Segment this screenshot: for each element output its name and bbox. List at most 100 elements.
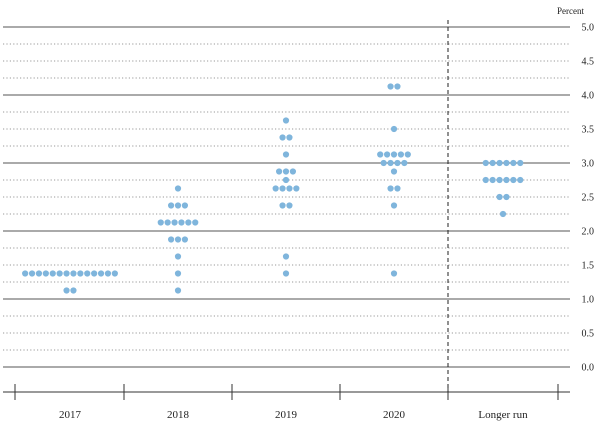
y-tick-label: 4.0 [582, 91, 595, 102]
dot-marker [279, 202, 286, 209]
dot-marker [394, 185, 401, 192]
x-category-label: 2020 [383, 409, 406, 421]
dot-marker [174, 236, 182, 243]
y-tick-label: 4.5 [582, 57, 595, 68]
dot-marker [77, 270, 84, 277]
dot-marker [174, 270, 182, 277]
x-category-labels: 2017 2018 2019 2020 Longer run [59, 409, 528, 421]
dot-marker [503, 176, 510, 184]
x-category-label: 2018 [167, 409, 190, 421]
dot-marker [390, 168, 398, 175]
dot-marker [42, 270, 49, 277]
y-tick-label: 2.5 [582, 193, 595, 204]
dot-marker [397, 151, 404, 158]
dot-marker [168, 202, 175, 209]
dot-marker [282, 168, 290, 175]
dot-marker [390, 202, 398, 209]
dot-marker [496, 159, 503, 167]
dot-marker [97, 270, 105, 277]
dot-marker [387, 185, 394, 192]
dot-marker [503, 159, 510, 167]
dot-marker [289, 168, 296, 175]
dot-marker [279, 134, 286, 141]
dot-marker [482, 159, 489, 167]
dot-marker [390, 151, 398, 158]
dot-marker [174, 253, 182, 260]
dot-marker [387, 83, 394, 90]
dot-marker [28, 270, 36, 277]
dot-marker [510, 159, 517, 167]
dot-marker [503, 193, 510, 201]
dot-marker [49, 270, 56, 277]
dot-marker [279, 185, 286, 192]
dot-marker [517, 176, 524, 184]
dot-marker [286, 134, 293, 141]
dot-marker [384, 151, 391, 158]
dot-marker [282, 151, 290, 158]
dot-marker [157, 219, 164, 226]
dot-marker [282, 117, 290, 124]
dot-marker [293, 185, 300, 192]
dot-marker [390, 125, 398, 133]
y-tick-label: 1.0 [582, 295, 595, 306]
dot-marker [22, 270, 29, 277]
dot-marker [174, 185, 182, 192]
dot-marker [499, 210, 507, 218]
dot-marker [401, 159, 408, 167]
dot-marker [489, 159, 496, 167]
y-tick-labels: 0.0 0.5 1.0 1.5 2.0 2.5 3.0 3.5 4.0 4.5 5.0 [582, 23, 595, 374]
dot-marker [394, 83, 401, 90]
dot-marker [510, 176, 517, 184]
axes [3, 20, 570, 400]
dot-marker [91, 270, 98, 277]
dot-marker [63, 287, 70, 294]
y-tick-label: 5.0 [582, 23, 595, 34]
dot-marker [63, 270, 70, 277]
x-category-label: 2019 [275, 409, 298, 421]
dot-marker [282, 253, 290, 260]
dot-marker [496, 176, 503, 184]
dot-marker [56, 270, 63, 277]
dot-marker [282, 270, 290, 277]
gridlines [3, 26, 570, 368]
dot-marker [380, 159, 387, 167]
dot-marker [178, 219, 185, 226]
dot-marker [394, 159, 401, 167]
dots [22, 83, 524, 294]
y-tick-label: 0.0 [582, 363, 595, 374]
dot-marker [164, 219, 171, 226]
dot-marker [174, 287, 182, 294]
dot-marker [70, 287, 77, 294]
dot-marker [84, 270, 91, 277]
y-tick-label: 3.0 [582, 159, 595, 170]
dot-marker [174, 202, 182, 209]
dot-marker [286, 185, 293, 192]
dot-marker [377, 151, 384, 158]
x-category-label: Longer run [478, 409, 528, 421]
dot-marker [181, 202, 188, 209]
dot-marker [517, 159, 524, 167]
dot-marker [168, 236, 175, 243]
dot-marker [181, 236, 188, 243]
dot-marker [111, 270, 118, 277]
dot-marker [70, 270, 77, 277]
dot-marker [404, 151, 411, 158]
dot-marker [390, 270, 398, 277]
y-tick-label: 3.5 [582, 125, 595, 136]
dot-marker [171, 219, 178, 226]
y-tick-label: 1.5 [582, 261, 595, 272]
dot-marker [282, 176, 290, 184]
dot-marker [496, 193, 503, 201]
dot-marker [276, 168, 283, 175]
dot-marker [35, 270, 43, 277]
y-tick-label: 0.5 [582, 329, 595, 340]
dot-marker [104, 270, 112, 277]
dot-marker [387, 159, 394, 167]
dot-marker [272, 185, 279, 192]
dot-marker [286, 202, 293, 209]
dot-marker [482, 176, 489, 184]
dot-marker [192, 219, 199, 226]
y-axis-unit-label: Percent [557, 6, 584, 16]
x-category-label: 2017 [59, 409, 82, 421]
